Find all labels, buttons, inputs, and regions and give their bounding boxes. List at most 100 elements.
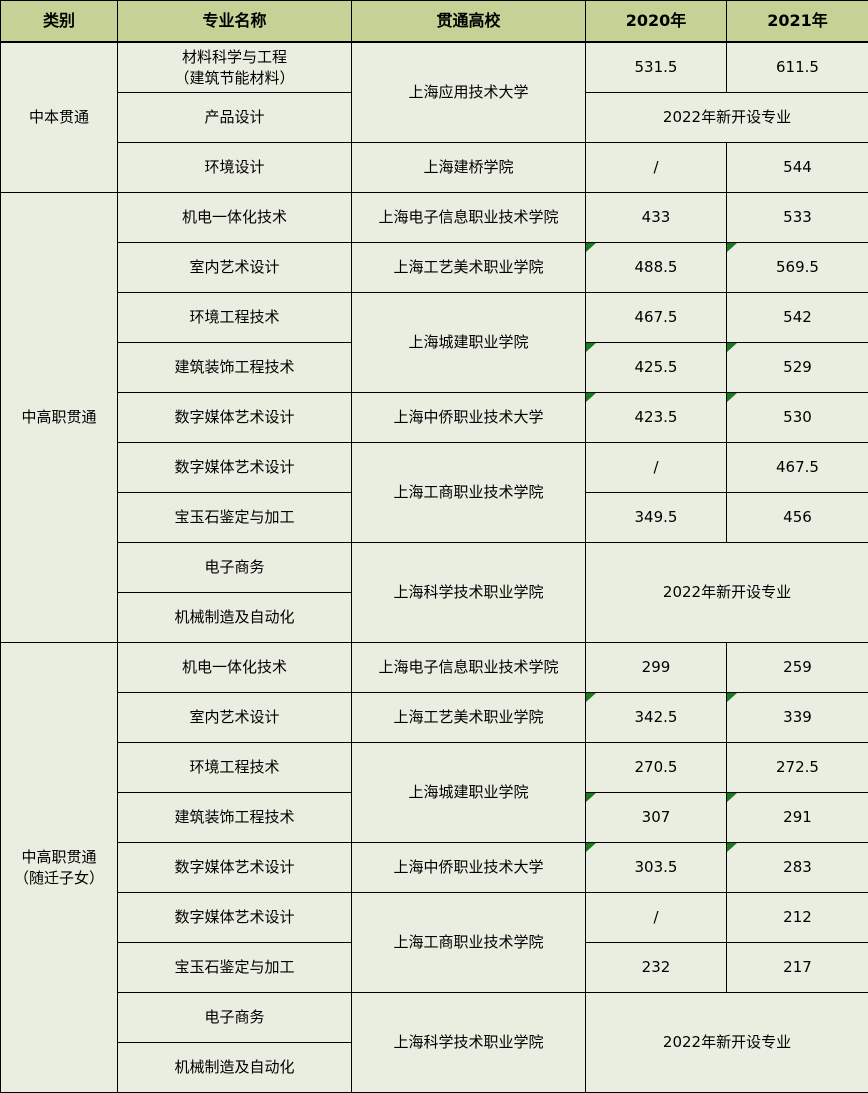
score-value: 212 bbox=[783, 908, 812, 926]
score-value: 456 bbox=[783, 508, 812, 526]
table-row: 数字媒体艺术设计上海中侨职业技术大学 303.5 283 bbox=[1, 843, 868, 893]
score-value: 533 bbox=[783, 208, 812, 226]
category-cell: 中高职贯通 bbox=[1, 193, 118, 643]
score-value: 299 bbox=[642, 658, 671, 676]
school-cell: 上海建桥学院 bbox=[352, 143, 586, 193]
school-cell: 上海城建职业学院 bbox=[352, 743, 586, 843]
score-cell-2020: 342.5 bbox=[586, 693, 727, 743]
score-value: 342.5 bbox=[635, 708, 678, 726]
score-cell-2020: 270.5 bbox=[586, 743, 727, 793]
score-cell-2021: 467.5 bbox=[727, 443, 868, 493]
comment-marker-icon bbox=[586, 243, 596, 252]
column-header-school: 贯通高校 bbox=[352, 1, 586, 43]
new-major-note-cell: 2022年新开设专业 bbox=[586, 93, 868, 143]
score-cell-2020: 425.5 bbox=[586, 343, 727, 393]
major-name-cell: 室内艺术设计 bbox=[118, 693, 352, 743]
column-header-year-2021: 2021年 bbox=[727, 1, 868, 43]
school-cell: 上海工艺美术职业学院 bbox=[352, 693, 586, 743]
score-value: 467.5 bbox=[776, 458, 819, 476]
score-value: 569.5 bbox=[776, 258, 819, 276]
score-value: 303.5 bbox=[635, 858, 678, 876]
score-cell-2020: / bbox=[586, 893, 727, 943]
score-value: 270.5 bbox=[635, 758, 678, 776]
comment-marker-icon bbox=[586, 793, 596, 802]
score-cell-2021: 542 bbox=[727, 293, 868, 343]
score-value: 611.5 bbox=[776, 58, 819, 76]
major-name-cell: 机械制造及自动化 bbox=[118, 1043, 352, 1093]
score-cell-2021: 291 bbox=[727, 793, 868, 843]
score-value: 467.5 bbox=[635, 308, 678, 326]
comment-marker-icon bbox=[727, 693, 737, 702]
score-cell-2021: 529 bbox=[727, 343, 868, 393]
school-cell: 上海工艺美术职业学院 bbox=[352, 243, 586, 293]
school-cell: 上海电子信息职业技术学院 bbox=[352, 193, 586, 243]
score-value: 217 bbox=[783, 958, 812, 976]
comment-marker-icon bbox=[727, 843, 737, 852]
score-value: 232 bbox=[642, 958, 671, 976]
school-cell: 上海中侨职业技术大学 bbox=[352, 393, 586, 443]
school-cell: 上海应用技术大学 bbox=[352, 42, 586, 143]
major-name-cell: 数字媒体艺术设计 bbox=[118, 893, 352, 943]
school-cell: 上海科学技术职业学院 bbox=[352, 993, 586, 1093]
score-cell-2020: / bbox=[586, 143, 727, 193]
category-cell: 中本贯通 bbox=[1, 42, 118, 193]
score-cell-2020: 488.5 bbox=[586, 243, 727, 293]
school-cell: 上海中侨职业技术大学 bbox=[352, 843, 586, 893]
score-value: 272.5 bbox=[776, 758, 819, 776]
table-header: 类别 专业名称 贯通高校 2020年 2021年 bbox=[1, 1, 868, 43]
major-name-cell: 机电一体化技术 bbox=[118, 193, 352, 243]
column-header-category: 类别 bbox=[1, 1, 118, 43]
score-cell-2021: 283 bbox=[727, 843, 868, 893]
score-value: 530 bbox=[783, 408, 812, 426]
comment-marker-icon bbox=[586, 343, 596, 352]
score-cell-2020: 433 bbox=[586, 193, 727, 243]
school-cell: 上海城建职业学院 bbox=[352, 293, 586, 393]
score-cell-2021: 272.5 bbox=[727, 743, 868, 793]
table-body: 中本贯通材料科学与工程 （建筑节能材料）上海应用技术大学 531.5 611.5 产品… bbox=[1, 42, 868, 1093]
score-cell-2021: 611.5 bbox=[727, 42, 868, 93]
score-cell-2021: 530 bbox=[727, 393, 868, 443]
score-cell-2020: / bbox=[586, 443, 727, 493]
score-value: 488.5 bbox=[635, 258, 678, 276]
score-cell-2020: 467.5 bbox=[586, 293, 727, 343]
score-cell-2020: 307 bbox=[586, 793, 727, 843]
score-cell-2020: 531.5 bbox=[586, 42, 727, 93]
score-cell-2021: 217 bbox=[727, 943, 868, 993]
score-cell-2020: 299 bbox=[586, 643, 727, 693]
score-value: 283 bbox=[783, 858, 812, 876]
major-name-cell: 建筑装饰工程技术 bbox=[118, 343, 352, 393]
score-value: 339 bbox=[783, 708, 812, 726]
table-row: 数字媒体艺术设计上海工商职业技术学院/467.5 bbox=[1, 443, 868, 493]
comment-marker-icon bbox=[586, 693, 596, 702]
score-value: / bbox=[653, 908, 658, 926]
major-name-cell: 环境设计 bbox=[118, 143, 352, 193]
major-name-cell: 建筑装饰工程技术 bbox=[118, 793, 352, 843]
score-cell-2021: 533 bbox=[727, 193, 868, 243]
major-name-cell: 环境工程技术 bbox=[118, 293, 352, 343]
header-row: 类别 专业名称 贯通高校 2020年 2021年 bbox=[1, 1, 868, 43]
major-name-cell: 数字媒体艺术设计 bbox=[118, 843, 352, 893]
major-name-cell: 电子商务 bbox=[118, 543, 352, 593]
major-name-cell: 数字媒体艺术设计 bbox=[118, 393, 352, 443]
school-cell: 上海电子信息职业技术学院 bbox=[352, 643, 586, 693]
school-cell: 上海工商职业技术学院 bbox=[352, 893, 586, 993]
score-value: 259 bbox=[783, 658, 812, 676]
score-value: 291 bbox=[783, 808, 812, 826]
major-name-cell: 机械制造及自动化 bbox=[118, 593, 352, 643]
score-value: 433 bbox=[642, 208, 671, 226]
score-value: 529 bbox=[783, 358, 812, 376]
major-name-cell: 数字媒体艺术设计 bbox=[118, 443, 352, 493]
comment-marker-icon bbox=[586, 393, 596, 402]
score-value: 425.5 bbox=[635, 358, 678, 376]
score-value: 531.5 bbox=[635, 58, 678, 76]
score-cell-2020: 232 bbox=[586, 943, 727, 993]
major-name-cell: 材料科学与工程 （建筑节能材料） bbox=[118, 42, 352, 93]
table-row: 环境设计上海建桥学院/544 bbox=[1, 143, 868, 193]
major-name-cell: 产品设计 bbox=[118, 93, 352, 143]
comment-marker-icon bbox=[727, 243, 737, 252]
